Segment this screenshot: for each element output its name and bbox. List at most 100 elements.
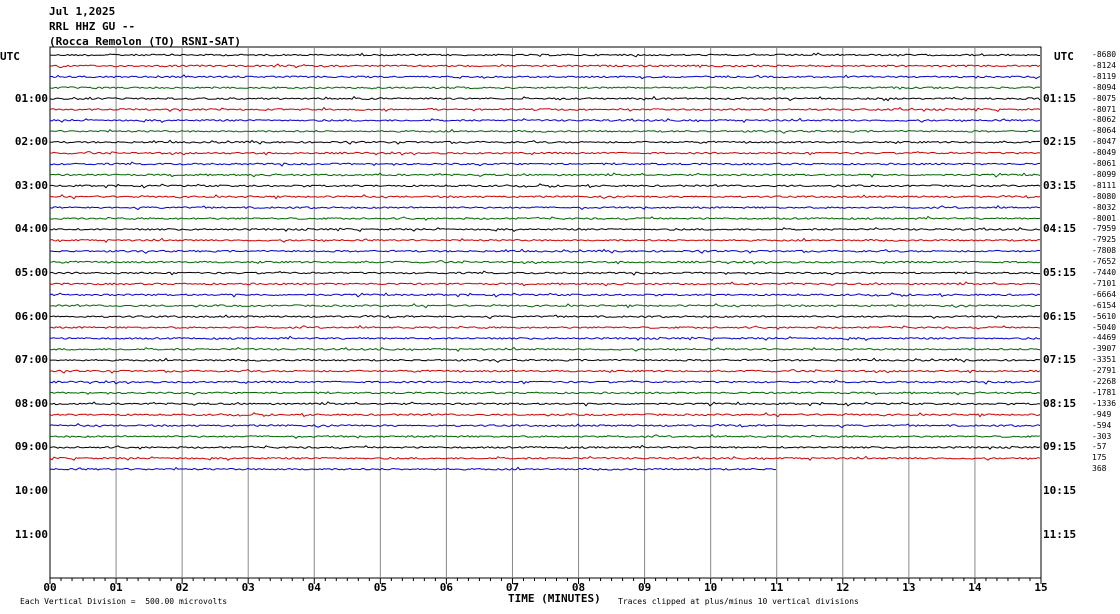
seismic-trace <box>49 292 1041 298</box>
x-axis-label: TIME (MINUTES) <box>508 592 601 605</box>
seismic-trace <box>50 139 1041 145</box>
x-tick-label: 10 <box>704 581 718 594</box>
hour-label-left: 08:00 <box>14 396 48 410</box>
trace-offset-label: -7652 <box>1092 257 1117 267</box>
trace-offset-label: -8047 <box>1092 137 1117 147</box>
seismic-trace <box>49 194 1041 200</box>
seismic-trace <box>49 237 1041 243</box>
seismic-trace <box>49 357 1041 363</box>
seismic-trace <box>49 183 1041 189</box>
seismic-trace <box>49 412 1041 418</box>
x-tick-label: 09 <box>637 581 652 594</box>
hour-label-right: 02:15 <box>1043 135 1077 149</box>
trace-offset-label: -8111 <box>1092 180 1117 190</box>
trace-offset-label: -8032 <box>1092 202 1117 212</box>
seismic-trace <box>49 204 1041 211</box>
seismic-trace <box>49 466 777 471</box>
hour-label-right: 09:15 <box>1043 440 1077 454</box>
seismic-trace <box>49 303 1040 309</box>
x-tick-label: 02 <box>175 581 189 594</box>
header-location: (Rocca Remolon (TO) RSNI-SAT) <box>49 35 242 48</box>
trace-offset-label: -5610 <box>1092 311 1117 321</box>
seismic-trace <box>49 260 1041 265</box>
trace-offset-label: -594 <box>1092 420 1112 430</box>
trace-offset-label: -5040 <box>1092 322 1117 332</box>
trace-offset-label: -8049 <box>1092 148 1117 158</box>
hour-label-left: 06:00 <box>14 309 48 323</box>
x-tick-label: 15 <box>1034 581 1048 594</box>
seismic-trace <box>49 346 1041 352</box>
x-tick-label: 08 <box>571 581 586 594</box>
seismic-trace <box>49 391 1041 396</box>
seismic-trace <box>49 401 1041 407</box>
hour-label-left: 10:00 <box>14 484 48 497</box>
x-tick-label: 01 <box>109 581 123 594</box>
hour-label-left: 09:00 <box>14 440 48 454</box>
x-tick-label: 11 <box>770 581 784 594</box>
utc-left-label: UTC <box>0 50 20 63</box>
x-tick-label: 06 <box>439 581 454 594</box>
clip-note: Traces clipped at plus/minus 10 vertical… <box>618 597 859 606</box>
trace-offset-label: -7101 <box>1092 278 1117 288</box>
hour-label-right: 11:15 <box>1043 527 1077 541</box>
trace-offset-label: -8680 <box>1092 50 1117 59</box>
x-tick-label: 14 <box>968 581 982 594</box>
trace-offset-label: -8119 <box>1092 71 1117 81</box>
trace-offset-label: -303 <box>1092 431 1112 441</box>
trace-offset-label: -1781 <box>1092 387 1117 397</box>
seismic-trace <box>49 227 1040 232</box>
seismic-trace <box>49 444 1041 450</box>
hour-label-left: 05:00 <box>14 266 48 279</box>
x-tick-label: 12 <box>836 581 850 594</box>
hour-label-left: 04:00 <box>14 222 48 236</box>
scale-note: Each Vertical Division = 500.00 microvol… <box>20 597 228 606</box>
seismic-trace <box>49 128 1041 134</box>
trace-offset-label: -949 <box>1092 409 1112 419</box>
seismic-trace <box>49 95 1041 102</box>
trace-offset-label: -1336 <box>1092 398 1117 408</box>
trace-offset-label: -8064 <box>1092 126 1117 136</box>
hour-label-right: 07:15 <box>1043 353 1077 367</box>
seismic-trace <box>49 151 1041 156</box>
hour-label-right: 03:15 <box>1043 178 1077 192</box>
hour-label-left: 03:00 <box>14 178 48 192</box>
seismic-trace <box>49 324 1041 330</box>
seismic-trace <box>49 423 1041 429</box>
seismic-trace <box>49 281 1041 287</box>
hour-label-right: 05:15 <box>1043 266 1077 279</box>
hour-label-right: 08:15 <box>1043 396 1077 410</box>
seismic-trace <box>49 172 1041 178</box>
trace-offset-label: -8124 <box>1092 60 1117 70</box>
hour-label-left: 11:00 <box>14 527 48 541</box>
seismic-trace <box>49 369 1041 374</box>
seismic-trace <box>49 379 1040 385</box>
x-tick-label: 07 <box>505 581 520 594</box>
seismic-trace <box>49 52 1040 58</box>
seismic-trace <box>49 106 1041 113</box>
trace-offset-label: -4469 <box>1092 333 1117 343</box>
x-tick-label: 05 <box>373 581 387 594</box>
trace-offset-label: -8094 <box>1092 82 1117 92</box>
plot-frame <box>49 46 1042 579</box>
seismic-trace <box>49 86 1041 91</box>
header-date: Jul 1,2025 <box>49 5 116 18</box>
hour-label-left: 01:00 <box>14 91 48 105</box>
trace-offset-label: -8099 <box>1092 169 1117 179</box>
seismic-trace <box>49 63 1041 69</box>
trace-offset-label: -6664 <box>1092 289 1117 299</box>
seismic-trace <box>49 270 1040 276</box>
trace-offset-label: -8080 <box>1092 191 1117 201</box>
hour-label-right: 10:15 <box>1043 484 1077 497</box>
hour-label-left: 07:00 <box>14 353 48 367</box>
trace-offset-label: -7925 <box>1092 235 1117 245</box>
x-tick-label: 13 <box>902 581 916 594</box>
seismic-trace <box>49 433 1041 439</box>
seismic-trace <box>49 215 1041 221</box>
seismic-trace <box>49 335 1041 341</box>
hour-label-left: 02:00 <box>14 135 48 149</box>
seismic-trace <box>49 455 1041 461</box>
header-station: RRL HHZ GU -- <box>49 20 136 33</box>
trace-offset-label: -6154 <box>1092 300 1117 310</box>
x-tick-label: 00 <box>43 581 57 594</box>
